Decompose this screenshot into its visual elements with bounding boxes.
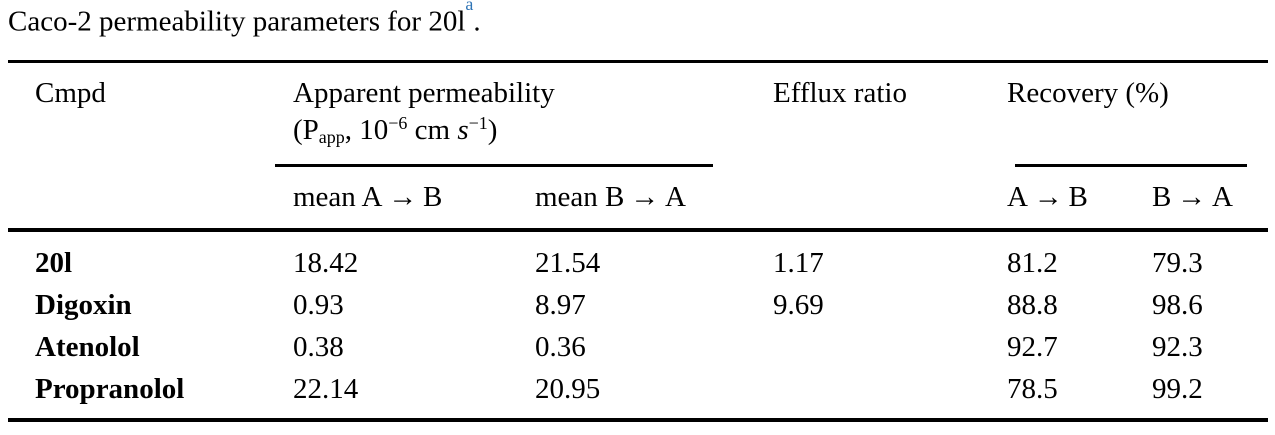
subheader-mean-a-to-b: mean A → B [283, 166, 527, 232]
row-compound-name: 20l [35, 246, 73, 279]
cell-recovery-b-to-a: 92.3 [1152, 330, 1203, 363]
col-header-cmpd: Cmpd [35, 77, 106, 109]
caption-text: Caco-2 permeability parameters for 20l [8, 5, 466, 38]
cell-recovery-b-to-a: 79.3 [1152, 246, 1203, 279]
subheader-empty-efflux [765, 166, 1000, 232]
papp-exponent-2: −1 [468, 113, 488, 134]
papp-close: ) [487, 114, 498, 147]
papp-exponent-1: −6 [388, 113, 408, 134]
apparent-permeability-units: (Papp, 10−6 cm s−1) [293, 112, 765, 149]
table-row-propranolol: Propranolol 22.14 20.95 78.5 99.2 [8, 368, 1268, 420]
col-group-recovery: Recovery (%) [1000, 62, 1268, 167]
table-row-atenolol: Atenolol 0.38 0.36 92.7 92.3 [8, 326, 1268, 368]
table-caption: Caco-2 permeability parameters for 20la. [0, 0, 1275, 60]
cell-mean-b-to-a: 8.97 [535, 288, 586, 321]
cell-mean-b-to-a: 0.36 [535, 330, 586, 363]
cell-recovery-a-to-b: 78.5 [1007, 372, 1058, 405]
col-group-apparent-permeability: Apparent permeability (Papp, 10−6 cm s−1… [275, 62, 765, 167]
footnote-marker-link[interactable]: a [465, 0, 474, 15]
table-row-digoxin: Digoxin 0.93 8.97 9.69 88.8 98.6 [8, 284, 1268, 326]
papp-unit-s: s [457, 114, 469, 147]
cell-recovery-a-to-b: 81.2 [1007, 246, 1058, 279]
subheader-recovery-b-to-a: B → A [1145, 166, 1268, 232]
recovery-label: Recovery (%) [1007, 77, 1169, 109]
caption-period: . [473, 5, 481, 38]
header-row-groups: Cmpd Apparent permeability (Papp, 10−6 c… [8, 62, 1268, 167]
row-compound-name: Digoxin [35, 288, 132, 321]
cell-efflux-ratio: 9.69 [773, 288, 824, 321]
cell-efflux-ratio [765, 326, 1000, 368]
papp-mid: , 10 [344, 114, 389, 147]
cell-mean-a-to-b: 22.14 [293, 372, 359, 405]
header-row-subheaders: mean A → B mean B → A A → B B → A [8, 166, 1268, 232]
table-row-20l: 20l 18.42 21.54 1.17 81.2 79.3 [8, 230, 1268, 284]
subheader-empty-cmpd [8, 166, 283, 232]
col-header-efflux-ratio: Efflux ratio [773, 77, 907, 109]
cell-efflux-ratio [765, 368, 1000, 420]
cell-mean-a-to-b: 0.38 [293, 330, 344, 363]
group-underline-recovery [1015, 163, 1247, 167]
papp-subscript: app [318, 127, 345, 148]
cell-mean-b-to-a: 20.95 [535, 372, 601, 405]
row-compound-name: Propranolol [35, 372, 185, 405]
cell-mean-b-to-a: 21.54 [535, 246, 601, 279]
apparent-permeability-line1: Apparent permeability [293, 77, 555, 109]
caco2-permeability-table: Cmpd Apparent permeability (Papp, 10−6 c… [8, 60, 1268, 422]
papp-open: (P [293, 114, 319, 147]
cell-recovery-b-to-a: 99.2 [1152, 372, 1203, 405]
subheader-mean-b-to-a: mean B → A [527, 166, 765, 232]
cell-recovery-b-to-a: 98.6 [1152, 288, 1203, 321]
cell-mean-a-to-b: 18.42 [293, 246, 359, 279]
group-underline-apparent-permeability [275, 163, 713, 167]
cell-recovery-a-to-b: 88.8 [1007, 288, 1058, 321]
cell-recovery-a-to-b: 92.7 [1007, 330, 1058, 363]
row-compound-name: Atenolol [35, 330, 140, 363]
cell-mean-a-to-b: 0.93 [293, 288, 344, 321]
subheader-recovery-a-to-b: A → B [1000, 166, 1145, 232]
cell-efflux-ratio: 1.17 [773, 246, 824, 279]
papp-unit-cm: cm [407, 114, 458, 147]
